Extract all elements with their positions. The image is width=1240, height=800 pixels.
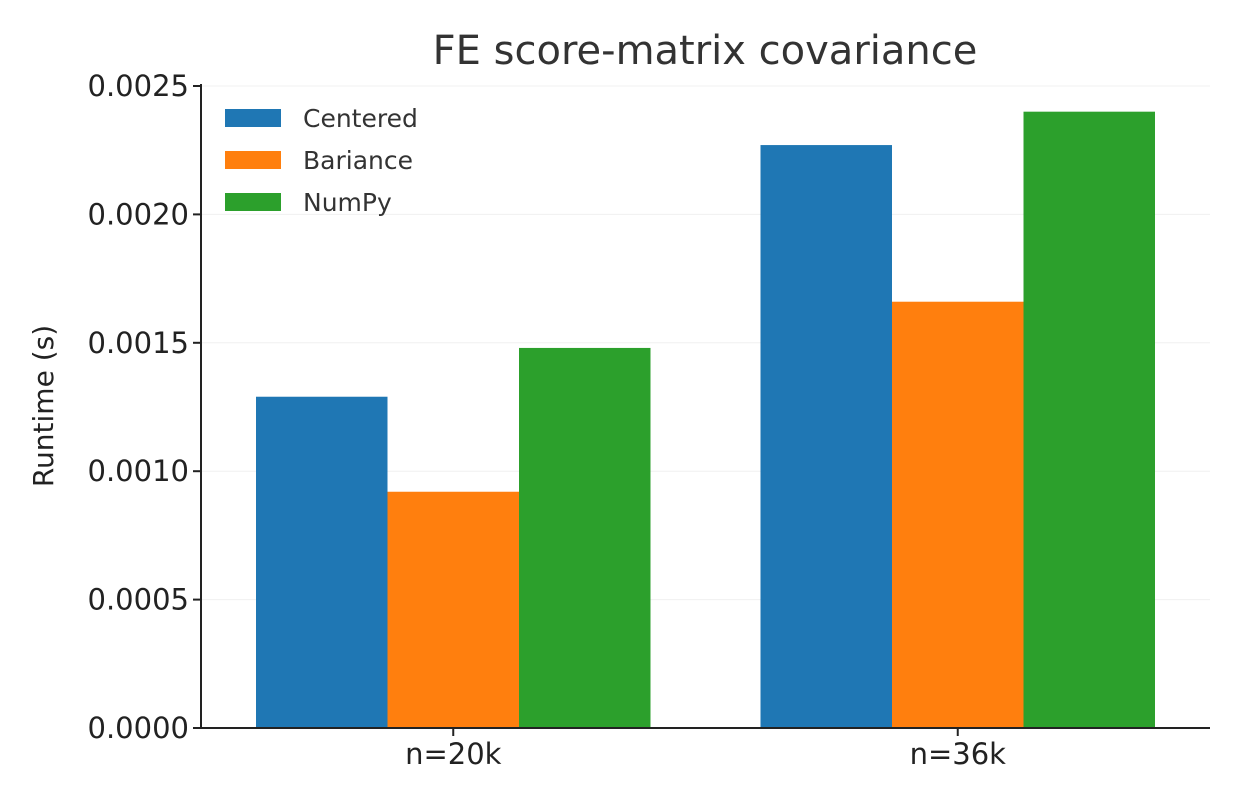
y-tick-label: 0.0010 [88, 454, 189, 488]
x-ticks: n=20k n=36k [405, 728, 1006, 771]
legend-label-centered: Centered [303, 104, 418, 133]
bar-bariance-1 [387, 491, 519, 728]
legend: Centered Bariance NumPy [225, 104, 418, 217]
bar-centered-2 [760, 145, 892, 729]
axes [200, 84, 1210, 729]
bar-numpy-2 [1023, 111, 1155, 729]
legend-swatch-bariance [225, 151, 281, 169]
y-tick-label: 0.0005 [88, 583, 189, 617]
x-tick-label: n=36k [910, 737, 1007, 771]
legend-label-bariance: Bariance [303, 146, 413, 175]
bar-bariance-2 [892, 301, 1024, 728]
y-ticks: 0.0000 0.0005 0.0010 0.0015 0.0020 0.0025 [88, 69, 201, 745]
y-tick-label: 0.0000 [88, 711, 189, 745]
legend-swatch-centered [225, 109, 281, 127]
y-tick-label: 0.0015 [88, 326, 189, 360]
legend-label-numpy: NumPy [303, 188, 392, 217]
bar-centered-1 [256, 396, 388, 728]
y-tick-label: 0.0025 [88, 69, 189, 103]
bar-numpy-1 [519, 347, 651, 728]
y-tick-label: 0.0020 [88, 197, 189, 231]
chart-title: FE score-matrix covariance [433, 28, 978, 74]
y-axis-label: Runtime (s) [27, 325, 60, 487]
legend-swatch-numpy [225, 193, 281, 211]
bars [256, 111, 1155, 729]
x-tick-label: n=20k [405, 737, 502, 771]
